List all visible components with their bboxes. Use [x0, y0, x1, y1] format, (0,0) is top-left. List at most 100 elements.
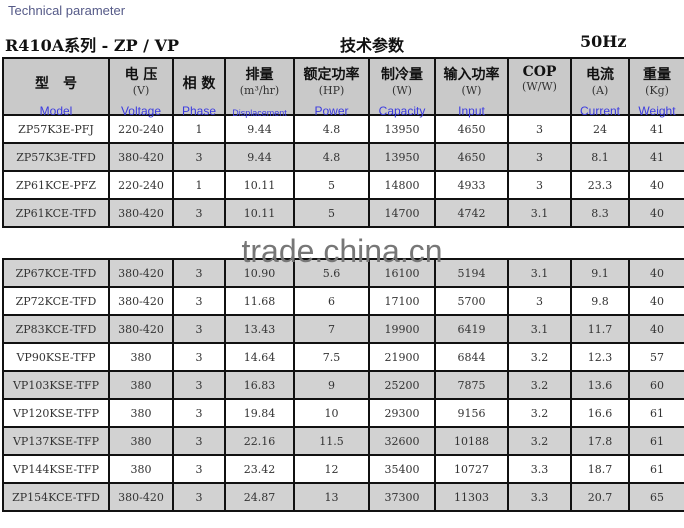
table-cell: 380 [108, 426, 174, 456]
table-cell: 3 [172, 342, 226, 372]
header-unit: (W/W) [522, 80, 557, 93]
table-cell: 3 [172, 370, 226, 400]
table-cell: 10.11 [224, 198, 295, 228]
table-cell: 12.3 [570, 342, 630, 372]
header-en: Power [314, 104, 349, 118]
table-cell: 380 [108, 342, 174, 372]
table-cell: ZP61KCE-TFD [2, 198, 110, 228]
table-row: ZP67KCE-TFD 380-420 3 10.90 5.6 16100 5194 3.1 9… [2, 258, 684, 288]
table-cell: 65 [628, 482, 684, 512]
header-en: Input [458, 104, 485, 118]
table-cell: 8.1 [570, 142, 630, 172]
table-cell: 60 [628, 370, 684, 400]
table-cell: 41 [628, 114, 684, 144]
table-cell: 4.8 [293, 142, 370, 172]
table-cell: 25200 [368, 370, 436, 400]
table-cell: 35400 [368, 454, 436, 484]
header-unit: (Kg) [645, 84, 669, 97]
table-cell: 40 [628, 198, 684, 228]
table-cell: 3 [172, 454, 226, 484]
table-cell: 40 [628, 170, 684, 200]
table-cell: 5 [293, 170, 370, 200]
table-cell: 14.64 [224, 342, 295, 372]
table-cell: 11.5 [293, 426, 370, 456]
column-header: 相 数 Phase [172, 57, 226, 118]
table-cell: 7 [293, 314, 370, 344]
table-cell: 10 [293, 398, 370, 428]
table-cell: 4650 [434, 114, 509, 144]
column-header: 制冷量 (W) Capacity [368, 57, 436, 118]
frequency-label: 50Hz [580, 32, 627, 51]
table-cell: 7875 [434, 370, 509, 400]
section-heading: Technical parameter [8, 3, 126, 18]
table-row: ZP61KCE-TFD 380-420 3 10.11 5 14700 4742 3.1 8.3… [2, 198, 684, 228]
table-row: VP103KSE-TFP 380 3 16.83 9 25200 7875 3.2 13.6 60 [2, 370, 684, 400]
table-cell: 3 [507, 170, 572, 200]
table-cell: 14800 [368, 170, 436, 200]
table-cell: ZP67KCE-TFD [2, 258, 110, 288]
table-row: ZP61KCE-PFZ 220-240 1 10.11 5 14800 4933 3 23.3 4… [2, 170, 684, 200]
table-row: VP90KSE-TFP 380 3 14.64 7.5 21900 6844 3.2 12.3 5… [2, 342, 684, 372]
table-cell: 3 [507, 142, 572, 172]
header-unit: (W) [461, 84, 482, 97]
table-cell: 4650 [434, 142, 509, 172]
table-cell: 9 [293, 370, 370, 400]
table-cell: 17100 [368, 286, 436, 316]
table-cell: 19.84 [224, 398, 295, 428]
table-cell: 3.2 [507, 342, 572, 372]
table-cell: 16100 [368, 258, 436, 288]
table-cell: 61 [628, 426, 684, 456]
table-cell: 57 [628, 342, 684, 372]
column-header: 额定功率 (HP) Power [293, 57, 370, 118]
table-cell: 22.16 [224, 426, 295, 456]
header-cn: 型 号 [35, 76, 77, 92]
header-cn: 排量 [245, 67, 274, 83]
table-cell: 29300 [368, 398, 436, 428]
table-cell: 9.44 [224, 142, 295, 172]
table-row: VP120KSE-TFP 380 3 19.84 10 29300 9156 3.2 16.6 6… [2, 398, 684, 428]
table-cell: 3 [172, 398, 226, 428]
table-cell: ZP154KCE-TFD [2, 482, 110, 512]
table-cell: 3.2 [507, 370, 572, 400]
table-cell: 13.6 [570, 370, 630, 400]
watermark: trade.china.cn [241, 233, 443, 269]
header-unit: (A) [591, 84, 609, 97]
table-cell: 14700 [368, 198, 436, 228]
table-cell: 4933 [434, 170, 509, 200]
table-cell: 1 [172, 114, 226, 144]
header-en: Model [39, 104, 73, 118]
table-cell: 380 [108, 398, 174, 428]
table-cell: VP120KSE-TFP [2, 398, 110, 428]
obscured-row [3, 227, 684, 259]
table-cell: 11.7 [570, 314, 630, 344]
table-cell: 380-420 [108, 286, 174, 316]
header-unit: (HP) [318, 84, 345, 97]
table-cell: 380-420 [108, 142, 174, 172]
spec-table: 型 号 Model 电 压 (V) Voltage 相 数 Phase 排量 (m³/hr) Di… [2, 57, 684, 512]
table-cell: 3 [172, 258, 226, 288]
table-cell: 17.8 [570, 426, 630, 456]
table-cell: 8.3 [570, 198, 630, 228]
table-cell: 41 [628, 142, 684, 172]
table-cell: VP103KSE-TFP [2, 370, 110, 400]
table-cell: 380-420 [108, 198, 174, 228]
table-cell: 9.1 [570, 258, 630, 288]
table-row: VP137KSE-TFP 380 3 22.16 11.5 32600 10188 3.2 17… [2, 426, 684, 456]
header-cn: 电 压 [124, 67, 158, 83]
table-cell: 24.87 [224, 482, 295, 512]
header-cn: COP [522, 64, 557, 80]
table-row: ZP83KCE-TFD 380-420 3 13.43 7 19900 6419 3.1 11.… [2, 314, 684, 344]
table-cell: 220-240 [108, 114, 174, 144]
table-row: ZP72KCE-TFD 380-420 3 11.68 6 17100 5700 3 9.8 40 [2, 286, 684, 316]
table-cell: 37300 [368, 482, 436, 512]
table-cell: 23.3 [570, 170, 630, 200]
table-cell: 9156 [434, 398, 509, 428]
header-cn: 相 数 [182, 76, 216, 92]
table-cell: 3.1 [507, 314, 572, 344]
table-title: 技术参数 [340, 36, 405, 55]
table-row: ZP154KCE-TFD 380-420 3 24.87 13 37300 11303 3.3… [2, 482, 684, 512]
header-unit: (V) [132, 84, 150, 97]
header-cn: 制冷量 [381, 67, 423, 83]
column-header: 电流 (A) Current [570, 57, 630, 118]
table-cell: 3.1 [507, 198, 572, 228]
